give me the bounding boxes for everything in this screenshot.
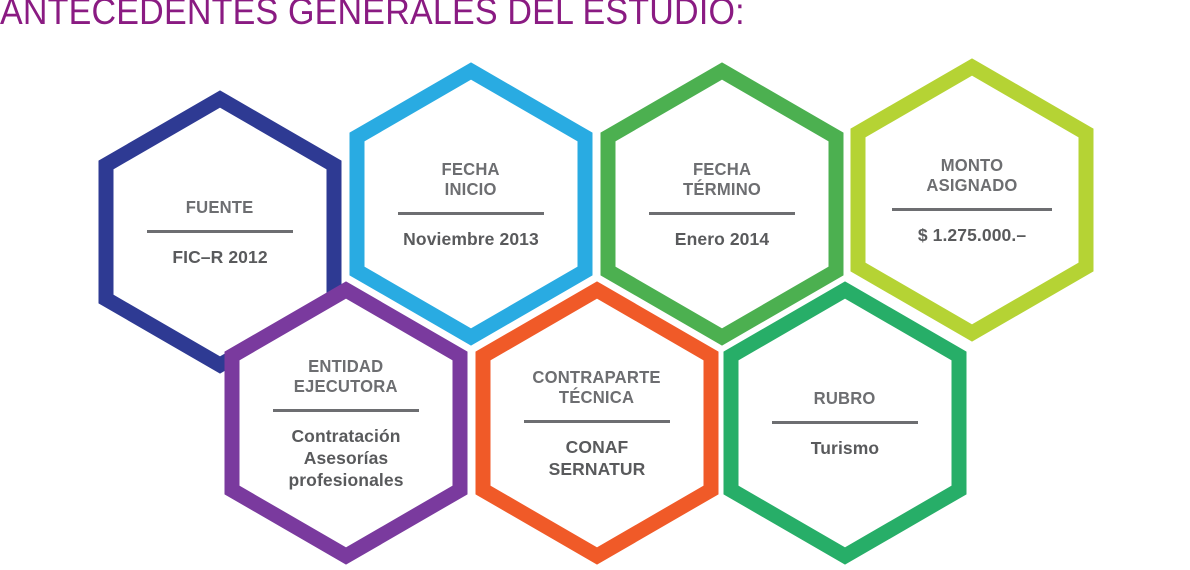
hexagon-outline-fecha-termino — [600, 62, 844, 346]
hex-value-rubro: Turismo — [810, 437, 880, 458]
hex-label-fuente: FUENTE — [186, 196, 254, 217]
hexagon-outline-entidad-ejecutora — [224, 281, 468, 565]
page-title: ANTECEDENTES GENERALES DEL ESTUDIO: — [0, 0, 745, 32]
hex-value-fecha-inicio: Noviembre 2013 — [403, 228, 539, 249]
hex-value-monto-asignado: $ 1.275.000.– — [917, 224, 1027, 245]
hex-divider — [524, 419, 670, 423]
hex-card-rubro[interactable]: RUBRO Turismo — [722, 281, 968, 565]
hex-divider — [892, 207, 1052, 211]
hex-divider — [398, 211, 544, 215]
hexagon-outline-monto-asignado — [850, 58, 1094, 342]
hex-label-entidad-ejecutora: ENTIDAD EJECUTORA — [294, 355, 398, 396]
hex-label-monto-asignado: MONTO ASIGNADO — [926, 154, 1018, 195]
hex-card-monto-asignado[interactable]: MONTO ASIGNADO $ 1.275.000.– — [849, 58, 1095, 342]
hex-divider — [273, 408, 419, 412]
hex-card-fecha-inicio[interactable]: FECHA INICIO Noviembre 2013 — [348, 62, 594, 346]
hex-card-fuente[interactable]: FUENTE FIC–R 2012 — [97, 90, 343, 374]
hex-card-contraparte-tecnica[interactable]: CONTRAPARTE TÉCNICA CONAF SERNATUR — [474, 281, 720, 565]
hex-label-fecha-termino: FECHA TÉRMINO — [683, 158, 761, 199]
hex-divider — [772, 420, 918, 424]
hex-value-entidad-ejecutora: Contratación Asesorías profesionales — [288, 425, 404, 490]
hex-label-contraparte-tecnica: CONTRAPARTE TÉCNICA — [532, 366, 662, 407]
hex-value-fuente: FIC–R 2012 — [172, 246, 268, 267]
hex-value-contraparte-tecnica: CONAF SERNATUR — [548, 436, 646, 479]
hex-divider — [649, 211, 795, 215]
hex-label-rubro: RUBRO — [814, 387, 876, 408]
hex-value-fecha-termino: Enero 2014 — [674, 228, 770, 249]
hex-label-fecha-inicio: FECHA INICIO — [441, 158, 501, 199]
hex-divider — [147, 229, 293, 233]
hexagon-outline-contraparte-tecnica — [475, 281, 719, 565]
hexagon-outline-fecha-inicio — [349, 62, 593, 346]
hex-card-entidad-ejecutora[interactable]: ENTIDAD EJECUTORA Contratación Asesorías… — [223, 281, 469, 565]
hex-card-fecha-termino[interactable]: FECHA TÉRMINO Enero 2014 — [599, 62, 845, 346]
